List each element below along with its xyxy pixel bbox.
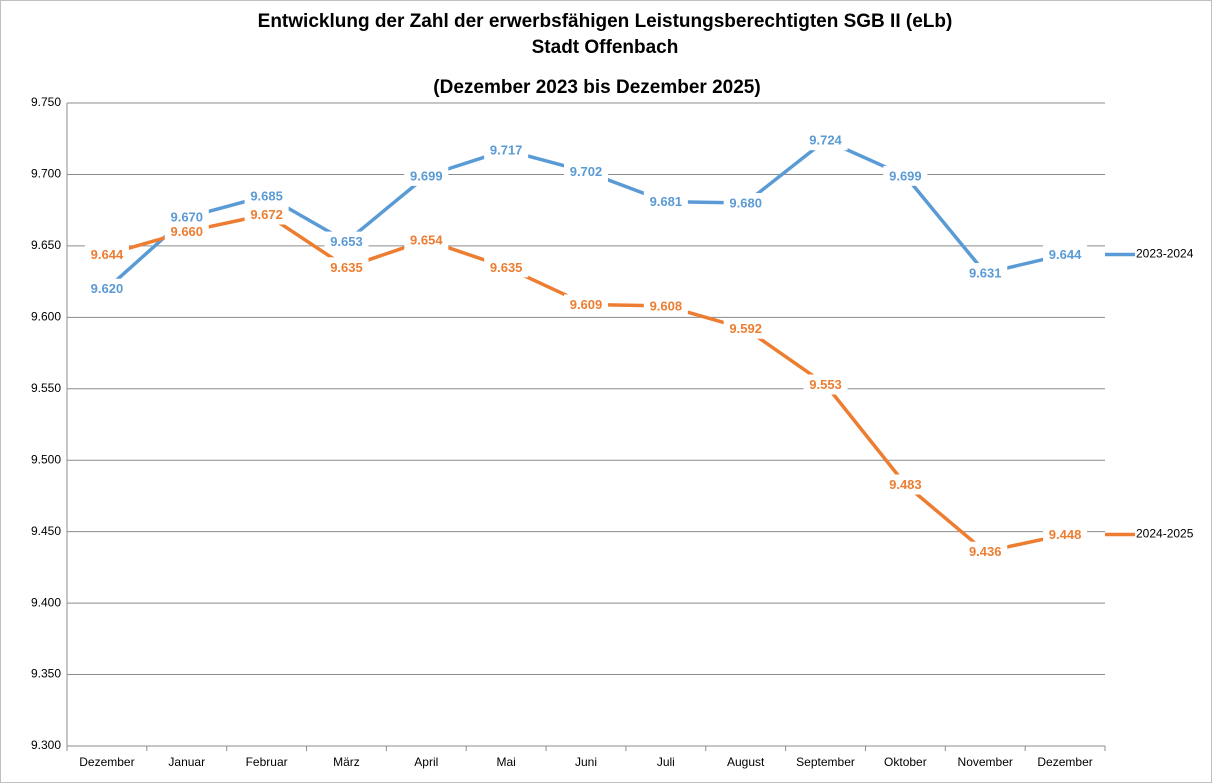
data-label-bg [803,130,848,151]
data-label: 9.592 [729,321,762,336]
data-label: 9.660 [170,224,203,239]
y-tick-label: 9.400 [31,595,61,609]
data-label: 9.631 [969,265,1002,280]
data-label-bg [164,221,209,242]
x-tick-label: Juli [657,755,675,769]
data-label: 9.635 [330,260,363,275]
data-label: 9.699 [889,168,922,183]
data-label-bg [803,374,848,395]
data-label: 9.670 [170,210,203,225]
data-label-bg [484,140,529,161]
x-tick-label: Oktober [884,755,927,769]
y-tick-label: 9.550 [31,381,61,395]
x-tick-label: Dezember [1037,755,1092,769]
x-tick-label: Februar [246,755,288,769]
data-label-bg [883,474,928,495]
data-label-bg [643,295,688,316]
data-label-bg [1043,244,1088,265]
y-tick-label: 9.750 [31,95,61,109]
data-label: 9.717 [490,143,523,158]
data-label: 9.620 [91,281,124,296]
x-tick-label: Juni [575,755,597,769]
data-label: 9.653 [330,234,363,249]
data-label-bg [484,257,529,278]
data-label-bg [84,244,129,265]
data-label: 9.436 [969,544,1002,559]
chart-subtitle: (Dezember 2023 bis Dezember 2025) [433,77,760,98]
data-label-bg [404,165,449,186]
data-label-bg [723,318,768,339]
data-label: 9.702 [570,164,603,179]
x-tick-label: Dezember [79,755,134,769]
data-label: 9.483 [889,477,922,492]
x-tick-label: November [958,755,1013,769]
data-label-bg [963,541,1008,562]
data-label-bg [963,263,1008,284]
x-tick-label: September [796,755,855,769]
y-tick-label: 9.600 [31,310,61,324]
data-label-bg [324,257,369,278]
data-label-bg [84,278,129,299]
chart-title: Stadt Offenbach [532,37,679,58]
data-label: 9.681 [650,194,683,209]
data-label: 9.635 [490,260,523,275]
data-label: 9.644 [91,247,124,262]
y-tick-label: 9.650 [31,238,61,252]
y-tick-label: 9.700 [31,167,61,181]
legend-label: 2023-2024 [1136,247,1194,261]
data-label-bg [324,231,369,252]
data-label-bg [643,191,688,212]
data-label-bg [564,161,608,182]
x-tick-label: Januar [168,755,205,769]
data-label: 9.644 [1049,247,1082,262]
y-tick-label: 9.300 [31,738,61,752]
data-label: 9.685 [250,188,283,203]
data-label: 9.609 [570,297,603,312]
data-label: 9.553 [809,377,842,392]
x-tick-label: April [414,755,438,769]
chart-title: Entwicklung der Zahl der erwerbsfähigen … [258,11,953,32]
y-tick-label: 9.450 [31,524,61,538]
data-label: 9.724 [809,133,842,148]
data-label-bg [244,204,289,225]
data-label-bg [883,165,928,186]
legend-label: 2024-2025 [1136,527,1194,541]
data-label-bg [723,193,768,214]
x-tick-label: Mai [496,755,515,769]
data-label: 9.672 [250,207,283,222]
data-label-bg [244,185,289,206]
y-tick-label: 9.350 [31,667,61,681]
data-label: 9.608 [650,298,683,313]
data-label: 9.699 [410,168,443,183]
data-label-bg [564,294,608,315]
data-label-bg [1043,524,1088,545]
y-tick-label: 9.500 [31,452,61,466]
x-tick-label: August [727,755,765,769]
data-label: 9.680 [729,195,762,210]
data-label: 9.448 [1049,527,1082,542]
data-label: 9.654 [410,233,443,248]
x-tick-label: März [333,755,360,769]
data-label-bg [404,230,449,251]
